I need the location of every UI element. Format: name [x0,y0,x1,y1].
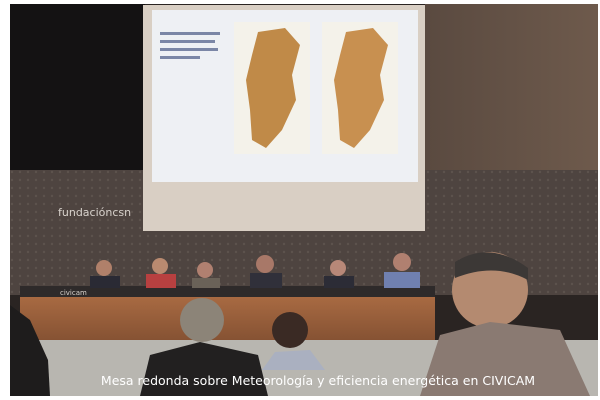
nameplate: civicam [60,289,87,297]
caption: Mesa redonda sobre Meteorología y eficie… [101,373,535,388]
page: {"photo": {"caption": "Mesa redonda sobr… [0,0,600,400]
wall-sign: fundacióncsn [58,206,131,219]
dark-wall [10,4,145,174]
wood-wall [425,4,598,174]
photo: fundacióncsn civicam Mesa redonda sobre … [0,0,600,400]
scene: fundacióncsn civicam [10,4,598,396]
